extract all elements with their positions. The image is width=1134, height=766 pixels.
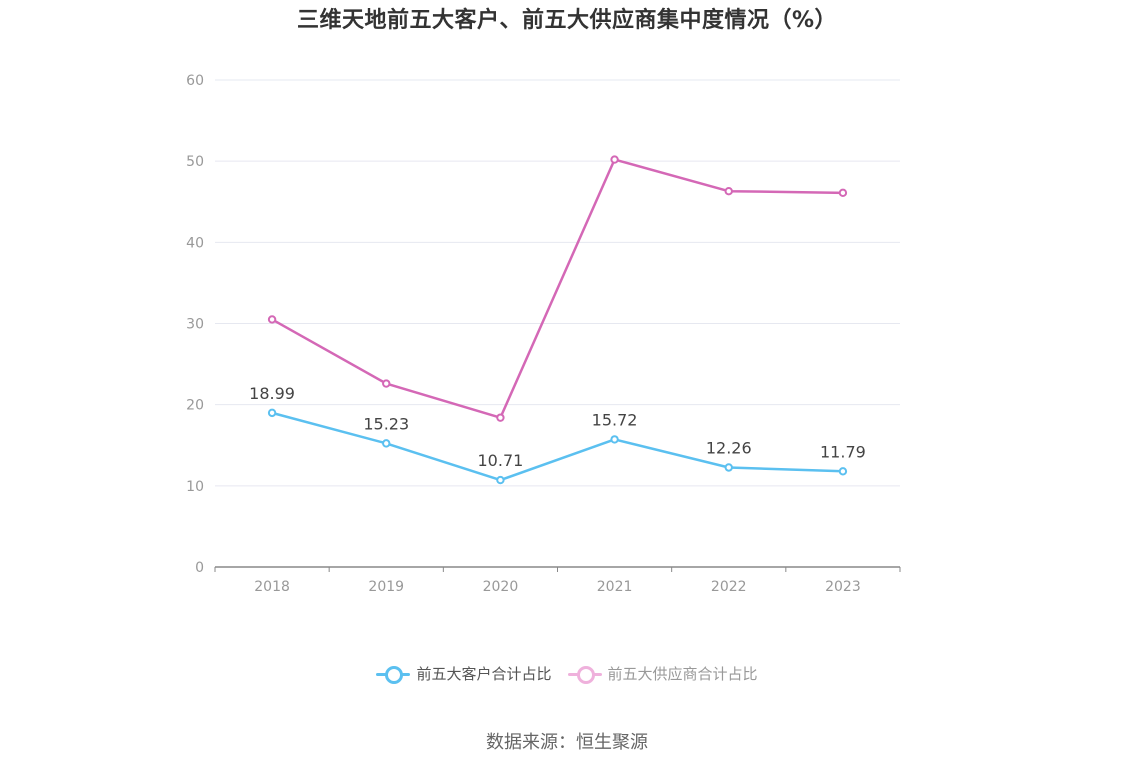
grid-lines	[215, 79, 900, 487]
series-1-point[interactable]	[610, 435, 619, 444]
legend-suppliers-label: 前五大供应商合计占比	[607, 665, 758, 683]
data-label: 10.71	[478, 451, 524, 470]
series-1-point[interactable]	[382, 439, 391, 448]
y-tick-label: 60	[186, 73, 204, 89]
x-tick-label: 2020	[483, 579, 519, 595]
legend-suppliers-icon	[567, 665, 602, 684]
series-1-point[interactable]	[496, 475, 505, 485]
legend: 前五大客户合计占比 前五大供应商合计占比	[0, 663, 1134, 684]
series-1-point[interactable]	[267, 408, 277, 418]
data-label: 15.72	[592, 410, 638, 429]
series-2-point[interactable]	[610, 155, 619, 164]
series-2-point[interactable]	[267, 315, 277, 324]
legend-customers-icon	[376, 665, 411, 684]
y-tick-label: 30	[186, 317, 204, 333]
series-2-point[interactable]	[382, 379, 391, 388]
x-tick-label: 2018	[254, 579, 290, 595]
x-tick-label: 2022	[711, 579, 747, 595]
series-1-point[interactable]	[838, 467, 848, 476]
axes: 0 10 20 30 40 50 60 2018 2019 2020 2021 2022 2023	[186, 73, 901, 595]
chart-title: 三维天地前五大客户、前五大供应商集中度情况（%）	[296, 8, 838, 33]
series-2-point[interactable]	[496, 413, 505, 422]
x-tick-label: 2021	[597, 579, 633, 595]
legend-customers-label: 前五大客户合计占比	[416, 665, 552, 683]
series-2-point[interactable]	[724, 186, 733, 196]
x-tick-label: 2023	[825, 579, 861, 595]
series-line-2	[271, 158, 843, 419]
y-tick-label: 20	[186, 398, 204, 414]
series-2-point[interactable]	[838, 188, 848, 198]
series-line-1	[271, 411, 843, 482]
x-tick-label: 2019	[368, 579, 404, 595]
data-label: 11.79	[820, 442, 866, 461]
source-note: 数据来源：恒生聚源	[486, 732, 648, 753]
series-lines	[267, 155, 848, 485]
data-labels: 18.99 15.23 10.71 15.72 12.26 11.79	[249, 384, 866, 470]
y-tick-label: 40	[186, 235, 204, 251]
y-tick-label: 10	[186, 479, 204, 495]
data-label: 12.26	[706, 438, 752, 457]
y-tick-label: 0	[195, 560, 204, 576]
data-label: 15.23	[363, 414, 409, 433]
data-label: 18.99	[249, 384, 295, 403]
legend-item-suppliers[interactable]: 前五大供应商合计占比	[567, 663, 758, 684]
series-1-point[interactable]	[724, 463, 733, 472]
legend-item-customers[interactable]: 前五大客户合计占比	[376, 663, 552, 684]
y-tick-label: 50	[186, 154, 204, 170]
